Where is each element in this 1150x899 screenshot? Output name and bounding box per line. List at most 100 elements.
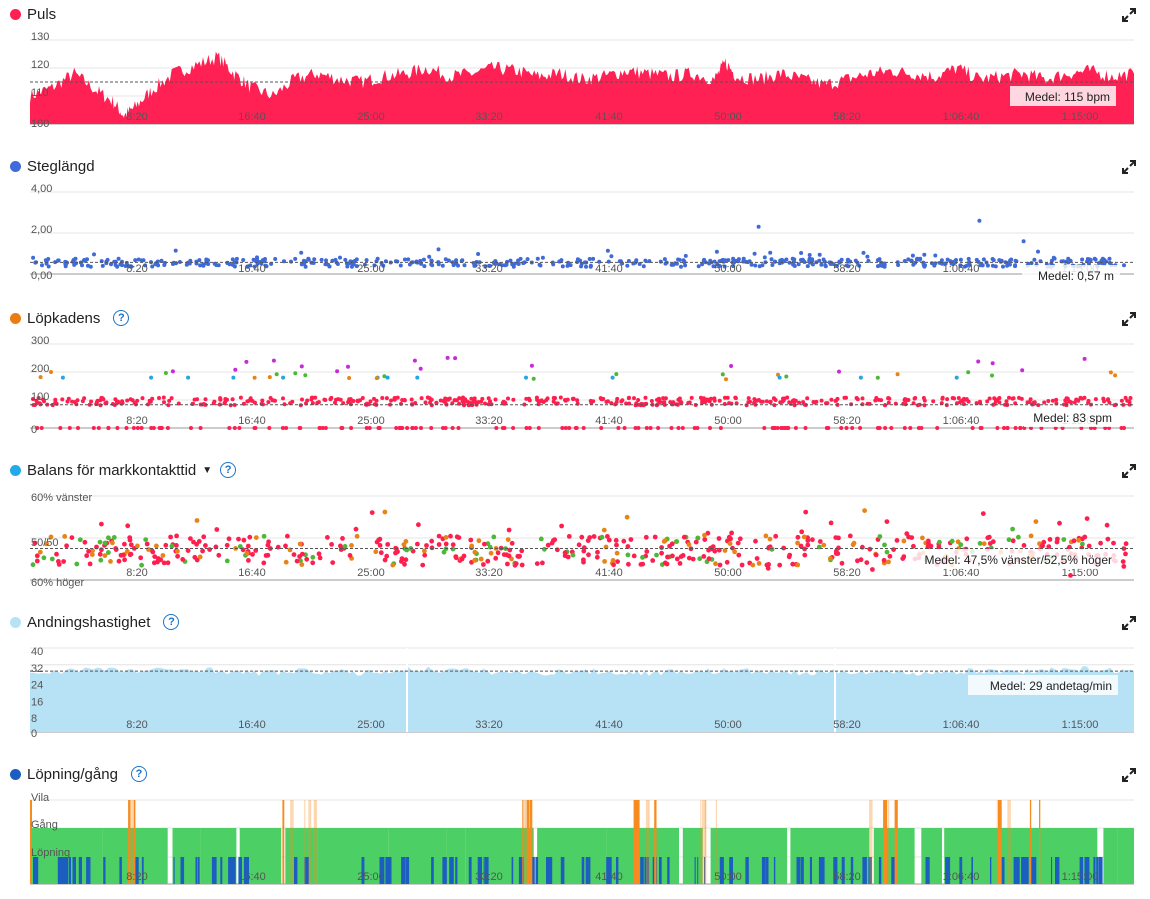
data-point bbox=[844, 395, 848, 400]
data-point bbox=[636, 426, 641, 430]
state-bar bbox=[86, 857, 90, 884]
state-bar bbox=[944, 828, 1024, 884]
data-point bbox=[508, 258, 513, 263]
data-point bbox=[1107, 400, 1112, 405]
data-point bbox=[1120, 559, 1126, 564]
help-icon[interactable]: ? bbox=[130, 766, 147, 782]
data-point bbox=[791, 262, 796, 267]
data-point bbox=[540, 560, 545, 566]
data-point bbox=[1029, 261, 1034, 266]
x-tick-label: 50:00 bbox=[714, 111, 742, 123]
state-bar bbox=[715, 800, 717, 884]
data-point bbox=[49, 370, 53, 374]
expand-icon[interactable] bbox=[1122, 616, 1136, 630]
x-tick-label: 8:20 bbox=[126, 871, 147, 883]
data-point bbox=[377, 543, 383, 548]
title-text: Puls bbox=[27, 5, 57, 23]
y-tick-label: 60% höger bbox=[31, 577, 85, 589]
data-point bbox=[686, 542, 692, 547]
data-point bbox=[413, 401, 418, 405]
data-point bbox=[1127, 402, 1132, 407]
data-point bbox=[1010, 538, 1016, 544]
help-icon[interactable]: ? bbox=[113, 310, 130, 326]
data-point bbox=[120, 399, 125, 404]
data-point bbox=[174, 543, 179, 548]
data-point bbox=[297, 541, 303, 547]
data-point bbox=[551, 396, 556, 400]
data-point bbox=[237, 544, 243, 549]
data-point bbox=[168, 534, 174, 540]
data-point bbox=[1122, 263, 1126, 268]
data-point bbox=[562, 550, 568, 556]
help-icon[interactable]: ? bbox=[163, 614, 180, 630]
data-point bbox=[831, 262, 836, 267]
data-point bbox=[513, 561, 519, 566]
state-bar bbox=[64, 857, 69, 884]
data-point bbox=[933, 253, 938, 258]
data-point bbox=[836, 545, 841, 551]
data-point bbox=[662, 257, 667, 262]
data-point bbox=[1108, 370, 1113, 375]
data-point bbox=[935, 426, 940, 430]
state-bar bbox=[532, 857, 534, 884]
data-point bbox=[34, 398, 39, 403]
mean-label: Medel: 47,5% vänster/52,5% höger bbox=[925, 553, 1112, 567]
data-point bbox=[625, 263, 630, 268]
x-tick-label: 33:20 bbox=[475, 567, 503, 579]
data-point bbox=[1033, 519, 1039, 524]
data-point bbox=[991, 258, 996, 263]
data-point bbox=[385, 375, 390, 380]
data-point bbox=[97, 539, 103, 545]
data-point bbox=[511, 426, 516, 430]
x-tick-label: 41:40 bbox=[595, 719, 623, 731]
data-point bbox=[649, 399, 654, 403]
data-point bbox=[420, 562, 426, 568]
data-point bbox=[129, 264, 134, 269]
x-tick-label: 41:40 bbox=[595, 111, 623, 123]
x-tick-label: 50:00 bbox=[714, 415, 742, 427]
title-text: Balans för markkontakttid bbox=[27, 461, 197, 479]
state-bar bbox=[704, 857, 706, 884]
expand-icon[interactable] bbox=[1122, 312, 1136, 326]
data-point bbox=[524, 375, 528, 380]
state-bar bbox=[1079, 857, 1084, 884]
data-point bbox=[531, 376, 536, 381]
data-point bbox=[100, 396, 105, 401]
data-point bbox=[32, 403, 37, 407]
data-point bbox=[98, 557, 104, 563]
data-point bbox=[799, 529, 805, 535]
help-icon[interactable]: ? bbox=[220, 462, 237, 478]
data-point bbox=[784, 374, 789, 379]
x-tick-label: 8:20 bbox=[126, 415, 147, 427]
data-point bbox=[977, 541, 983, 546]
data-point bbox=[798, 543, 804, 549]
data-point bbox=[902, 426, 907, 430]
x-tick-label: 16:40 bbox=[238, 263, 266, 275]
data-point bbox=[53, 397, 58, 402]
state-bar bbox=[442, 857, 447, 884]
state-bar bbox=[1117, 828, 1134, 884]
data-point bbox=[858, 557, 864, 563]
data-point bbox=[613, 538, 619, 543]
data-point bbox=[1013, 258, 1018, 263]
data-point bbox=[1008, 258, 1013, 263]
expand-icon[interactable] bbox=[1122, 768, 1136, 782]
data-point bbox=[1084, 516, 1090, 521]
data-point bbox=[450, 546, 456, 552]
data-point bbox=[436, 533, 442, 539]
state-bar bbox=[1023, 857, 1025, 884]
data-point bbox=[122, 557, 127, 563]
data-point bbox=[87, 402, 92, 407]
data-point bbox=[312, 257, 317, 262]
expand-icon[interactable] bbox=[1122, 160, 1136, 174]
expand-icon[interactable] bbox=[1122, 8, 1136, 22]
dropdown-caret-icon[interactable]: ▼ bbox=[202, 464, 213, 476]
data-point bbox=[170, 369, 175, 374]
state-bar bbox=[549, 857, 553, 884]
data-point bbox=[700, 262, 705, 267]
data-point bbox=[764, 562, 770, 568]
expand-icon[interactable] bbox=[1122, 464, 1136, 478]
data-point bbox=[502, 426, 507, 430]
data-point bbox=[241, 537, 247, 543]
data-point bbox=[664, 561, 670, 567]
